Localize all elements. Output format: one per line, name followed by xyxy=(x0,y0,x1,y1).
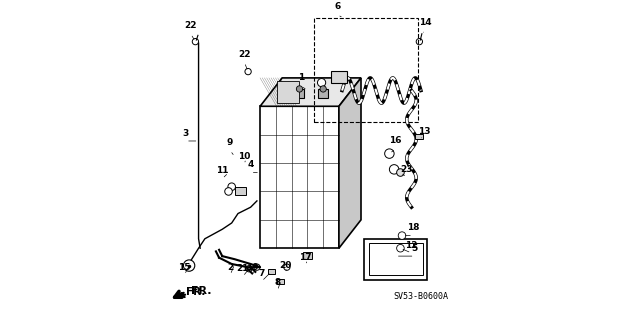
Text: 5: 5 xyxy=(412,244,418,253)
Circle shape xyxy=(398,232,406,239)
Text: 10: 10 xyxy=(238,152,250,161)
Text: 11: 11 xyxy=(216,167,228,175)
Bar xyxy=(319,89,328,98)
Circle shape xyxy=(320,86,326,92)
Circle shape xyxy=(389,165,399,174)
Text: FR.: FR. xyxy=(180,286,211,297)
Polygon shape xyxy=(339,78,361,248)
Bar xyxy=(235,187,246,195)
Text: 3: 3 xyxy=(183,129,189,137)
Text: 6: 6 xyxy=(334,3,340,11)
Bar xyxy=(415,134,422,139)
Text: 15: 15 xyxy=(178,263,191,272)
Text: 9: 9 xyxy=(227,138,234,147)
Polygon shape xyxy=(260,78,361,106)
Text: 23: 23 xyxy=(401,165,413,174)
Text: FR.: FR. xyxy=(186,287,205,297)
Bar xyxy=(364,239,428,280)
Bar xyxy=(369,243,422,275)
Text: 7: 7 xyxy=(259,269,265,278)
Bar xyxy=(295,89,304,98)
Text: 14: 14 xyxy=(419,18,432,27)
Text: 21: 21 xyxy=(236,264,249,273)
Text: 8: 8 xyxy=(275,278,280,287)
Bar xyxy=(303,252,312,259)
Text: 1: 1 xyxy=(298,73,304,82)
Bar xyxy=(277,81,300,103)
Text: 13: 13 xyxy=(418,127,430,136)
Bar xyxy=(277,279,284,284)
Bar xyxy=(314,18,418,122)
Text: 18: 18 xyxy=(407,223,419,232)
Text: 12: 12 xyxy=(405,241,418,249)
Circle shape xyxy=(397,244,404,252)
Text: 22: 22 xyxy=(238,50,250,59)
Circle shape xyxy=(317,78,326,87)
Text: 16: 16 xyxy=(390,137,402,145)
Circle shape xyxy=(225,188,232,195)
Bar xyxy=(260,106,339,248)
Circle shape xyxy=(296,86,303,92)
Circle shape xyxy=(184,260,195,271)
Text: SV53-B0600A: SV53-B0600A xyxy=(394,292,449,301)
Bar xyxy=(268,269,275,274)
Circle shape xyxy=(385,149,394,158)
Text: 19: 19 xyxy=(246,263,259,272)
Text: 17: 17 xyxy=(300,253,312,262)
Text: 2: 2 xyxy=(227,263,233,272)
Text: 4: 4 xyxy=(248,160,254,169)
Text: 20: 20 xyxy=(279,261,291,270)
Bar xyxy=(331,70,347,83)
Circle shape xyxy=(397,169,404,176)
Text: 22: 22 xyxy=(184,21,197,30)
